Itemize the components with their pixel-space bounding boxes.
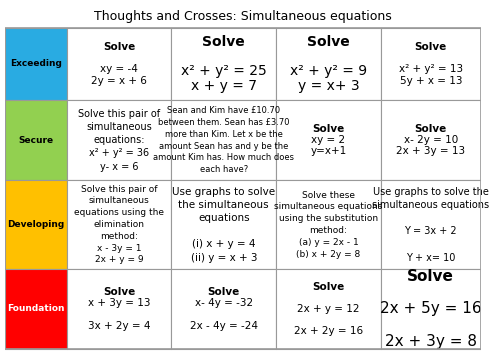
Text: Thoughts and Crosses: Simultaneous equations: Thoughts and Crosses: Simultaneous equat… bbox=[94, 10, 392, 23]
Bar bbox=[381, 28, 480, 100]
Text: x² + y² = 25: x² + y² = 25 bbox=[181, 64, 266, 78]
Text: x² + y² = 13: x² + y² = 13 bbox=[398, 64, 463, 74]
Bar bbox=[67, 269, 172, 349]
Bar bbox=[276, 269, 381, 349]
Text: x + 3y = 13: x + 3y = 13 bbox=[88, 298, 150, 308]
Bar bbox=[5, 181, 67, 269]
Bar bbox=[172, 181, 276, 269]
Text: Solve: Solve bbox=[307, 35, 350, 48]
Text: 2x + 3y = 8: 2x + 3y = 8 bbox=[385, 334, 477, 349]
Text: 2y = x + 6: 2y = x + 6 bbox=[91, 76, 147, 86]
Bar bbox=[172, 100, 276, 181]
Text: Solve: Solve bbox=[202, 35, 245, 48]
Text: y=x+1: y=x+1 bbox=[310, 146, 346, 156]
Bar bbox=[172, 269, 276, 349]
Text: Solve this pair of
simultaneous
equations:
x² + y² = 36
y- x = 6: Solve this pair of simultaneous equation… bbox=[78, 109, 160, 172]
Text: Solve: Solve bbox=[414, 124, 447, 134]
Bar bbox=[276, 28, 381, 100]
Bar bbox=[172, 28, 276, 100]
Bar bbox=[276, 181, 381, 269]
Bar bbox=[67, 28, 172, 100]
Text: Exceeding: Exceeding bbox=[10, 59, 62, 68]
Text: Solve: Solve bbox=[414, 42, 447, 52]
Bar bbox=[5, 28, 67, 100]
Text: x- 4y = -32: x- 4y = -32 bbox=[194, 298, 253, 308]
Text: Solve: Solve bbox=[312, 281, 344, 292]
Text: Solve: Solve bbox=[208, 287, 240, 297]
Text: Developing: Developing bbox=[8, 220, 64, 229]
Text: Sean and Kim have £10.70
between them. Sean has £3.70
more than Kim. Let x be th: Sean and Kim have £10.70 between them. S… bbox=[154, 106, 294, 174]
Bar bbox=[276, 100, 381, 181]
Text: 5y + x = 13: 5y + x = 13 bbox=[400, 76, 462, 86]
Text: Solve: Solve bbox=[408, 269, 454, 284]
Text: xy = -4: xy = -4 bbox=[100, 64, 138, 74]
Text: x² + y² = 9: x² + y² = 9 bbox=[290, 64, 367, 78]
Text: 2x + 3y = 13: 2x + 3y = 13 bbox=[396, 146, 466, 156]
Bar bbox=[5, 269, 67, 349]
Text: 2x + y = 12: 2x + y = 12 bbox=[297, 304, 360, 314]
Bar bbox=[381, 269, 480, 349]
Bar bbox=[5, 100, 67, 181]
Text: 2x - 4y = -24: 2x - 4y = -24 bbox=[190, 321, 258, 331]
Text: Solve: Solve bbox=[312, 124, 344, 134]
Text: y = x+ 3: y = x+ 3 bbox=[298, 79, 360, 93]
Bar bbox=[381, 100, 480, 181]
Text: xy = 2: xy = 2 bbox=[312, 135, 346, 145]
Text: Secure: Secure bbox=[18, 136, 54, 145]
Text: Solve: Solve bbox=[103, 287, 136, 297]
Text: 2x + 2y = 16: 2x + 2y = 16 bbox=[294, 326, 363, 336]
Text: Use graphs to solve
the simultaneous
equations

(i) x + y = 4
(ii) y = x + 3: Use graphs to solve the simultaneous equ… bbox=[172, 187, 276, 263]
Bar bbox=[67, 100, 172, 181]
Text: x- 2y = 10: x- 2y = 10 bbox=[404, 135, 458, 145]
Text: 2x + 5y = 16: 2x + 5y = 16 bbox=[380, 301, 482, 316]
Text: 3x + 2y = 4: 3x + 2y = 4 bbox=[88, 321, 150, 331]
Text: Solve these
simultaneous equations
using the substitution
method:
(a) y = 2x - 1: Solve these simultaneous equations using… bbox=[274, 190, 382, 258]
Text: Solve: Solve bbox=[103, 42, 136, 52]
Bar bbox=[67, 181, 172, 269]
Text: Foundation: Foundation bbox=[7, 304, 64, 313]
Text: Use graphs to solve the
simultaneous equations

Y = 3x + 2

Y + x= 10: Use graphs to solve the simultaneous equ… bbox=[372, 187, 490, 263]
Text: Solve this pair of
simultaneous
equations using the
elimination
method:
x - 3y =: Solve this pair of simultaneous equation… bbox=[74, 185, 164, 264]
Bar bbox=[381, 181, 480, 269]
Text: x + y = 7: x + y = 7 bbox=[191, 79, 257, 93]
